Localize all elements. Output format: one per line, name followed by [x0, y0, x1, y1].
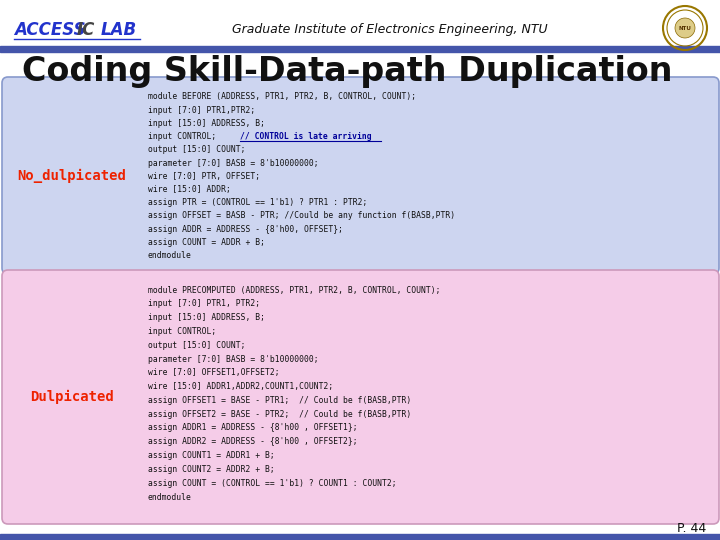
Text: ACCESS: ACCESS — [14, 21, 86, 39]
Text: input [15:0] ADDRESS, B;: input [15:0] ADDRESS, B; — [148, 313, 265, 322]
Text: assign COUNT1 = ADDR1 + B;: assign COUNT1 = ADDR1 + B; — [148, 451, 275, 460]
Text: endmodule: endmodule — [148, 251, 192, 260]
Text: Dulpicated: Dulpicated — [30, 390, 114, 404]
Text: endmodule: endmodule — [148, 492, 192, 502]
Text: assign OFFSET2 = BASE - PTR2;  // Could be f(BASB,PTR): assign OFFSET2 = BASE - PTR2; // Could b… — [148, 410, 411, 418]
Text: output [15:0] COUNT;: output [15:0] COUNT; — [148, 341, 246, 350]
Text: wire [7:0] OFFSET1,OFFSET2;: wire [7:0] OFFSET1,OFFSET2; — [148, 368, 279, 377]
Text: LAB: LAB — [101, 21, 137, 39]
Text: assign PTR = (CONTROL == 1'b1) ? PTR1 : PTR2;: assign PTR = (CONTROL == 1'b1) ? PTR1 : … — [148, 198, 367, 207]
Text: wire [15:0] ADDR;: wire [15:0] ADDR; — [148, 185, 231, 194]
Text: No_dulpicated: No_dulpicated — [17, 168, 127, 183]
Text: module PRECOMPUTED (ADDRESS, PTR1, PTR2, B, CONTROL, COUNT);: module PRECOMPUTED (ADDRESS, PTR1, PTR2,… — [148, 286, 441, 294]
Text: module BEFORE (ADDRESS, PTR1, PTR2, B, CONTROL, COUNT);: module BEFORE (ADDRESS, PTR1, PTR2, B, C… — [148, 92, 416, 102]
Text: P. 44: P. 44 — [677, 522, 706, 535]
Text: assign ADDR1 = ADDRESS - {8'h00 , OFFSET1};: assign ADDR1 = ADDRESS - {8'h00 , OFFSET… — [148, 423, 358, 433]
Text: assign OFFSET = BASB - PTR; //Could be any function f(BASB,PTR): assign OFFSET = BASB - PTR; //Could be a… — [148, 211, 455, 220]
Text: parameter [7:0] BASB = 8'b10000000;: parameter [7:0] BASB = 8'b10000000; — [148, 159, 319, 167]
Text: wire [7:0] PTR, OFFSET;: wire [7:0] PTR, OFFSET; — [148, 172, 260, 181]
Text: // CONTROL is late arriving: // CONTROL is late arriving — [240, 132, 371, 141]
Circle shape — [675, 18, 695, 38]
Text: assign COUNT = ADDR + B;: assign COUNT = ADDR + B; — [148, 238, 265, 247]
Bar — [0, 534, 720, 540]
Text: input [15:0] ADDRESS, B;: input [15:0] ADDRESS, B; — [148, 119, 265, 128]
Text: output [15:0] COUNT;: output [15:0] COUNT; — [148, 145, 246, 154]
FancyBboxPatch shape — [2, 77, 719, 274]
Text: input CONTROL;: input CONTROL; — [148, 132, 216, 141]
Text: NTU: NTU — [678, 25, 691, 30]
Text: input [7:0] PTR1,PTR2;: input [7:0] PTR1,PTR2; — [148, 106, 256, 114]
FancyBboxPatch shape — [2, 270, 719, 524]
Text: parameter [7:0] BASB = 8'b10000000;: parameter [7:0] BASB = 8'b10000000; — [148, 354, 319, 363]
Text: assign COUNT = (CONTROL == 1'b1) ? COUNT1 : COUNT2;: assign COUNT = (CONTROL == 1'b1) ? COUNT… — [148, 478, 397, 488]
Bar — [0, 46, 720, 52]
Text: input [7:0] PTR1, PTR2;: input [7:0] PTR1, PTR2; — [148, 299, 260, 308]
Text: assign ADDR = ADDRESS - {8'h00, OFFSET};: assign ADDR = ADDRESS - {8'h00, OFFSET}; — [148, 225, 343, 233]
Text: wire [15:0] ADDR1,ADDR2,COUNT1,COUNT2;: wire [15:0] ADDR1,ADDR2,COUNT1,COUNT2; — [148, 382, 333, 391]
Text: assign OFFSET1 = BASE - PTR1;  // Could be f(BASB,PTR): assign OFFSET1 = BASE - PTR1; // Could b… — [148, 396, 411, 405]
Text: Coding Skill-Data-path Duplication: Coding Skill-Data-path Duplication — [22, 56, 672, 89]
Text: Graduate Institute of Electronics Engineering, NTU: Graduate Institute of Electronics Engine… — [232, 24, 548, 37]
Text: IC: IC — [77, 21, 95, 39]
Text: assign COUNT2 = ADDR2 + B;: assign COUNT2 = ADDR2 + B; — [148, 465, 275, 474]
Text: input CONTROL;: input CONTROL; — [148, 327, 216, 336]
Text: assign ADDR2 = ADDRESS - {8'h00 , OFFSET2};: assign ADDR2 = ADDRESS - {8'h00 , OFFSET… — [148, 437, 358, 446]
